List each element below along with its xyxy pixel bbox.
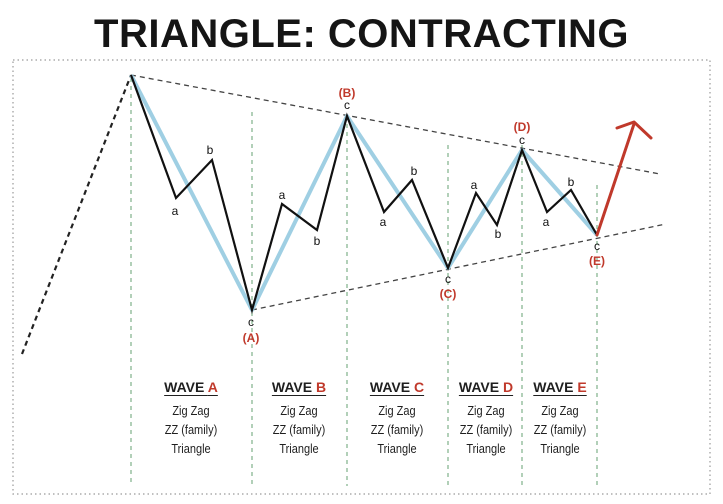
wave-dividers [130,78,598,486]
wave-label-c: (C) [440,287,457,301]
wave-type-line: ZZ (family) [459,423,513,437]
wave-type-line: Triangle [377,442,417,456]
wave-letter: A [207,379,218,395]
sub-label-c: c [445,272,451,286]
sub-label-a: a [380,215,387,229]
wave-label-a: (A) [243,331,260,345]
page-title: TRIANGLE: CONTRACTING [94,12,629,56]
sub-label-c: c [519,133,525,147]
sub-label-b: b [207,143,214,157]
sub-label-b: b [411,164,418,178]
sub-label-c: c [344,98,350,112]
wave-type-line: Zig Zag [378,404,416,418]
sub-label-c: c [248,315,254,329]
outer-border [12,59,711,495]
sub-label-b: b [568,175,575,189]
main-wave-line [129,74,599,312]
sub-label-a: a [543,215,550,229]
wave-type-line: Zig Zag [541,404,579,418]
sub-label-b: b [314,234,321,248]
sub-label-a: a [172,204,179,218]
wave-type-line: Zig Zag [467,404,505,418]
wave-column-c: WAVE C Zig Zag ZZ (family) Triangle [347,376,447,459]
wave-heading: WAVE A [164,379,218,395]
wave-type-line: Triangle [171,442,211,456]
wave-type-line: Triangle [466,442,506,456]
sub-label-a: a [471,178,478,192]
wave-type-line: ZZ (family) [164,423,218,437]
wave-label-b: (B) [339,86,356,100]
wave-column-d: WAVE D Zig Zag ZZ (family) Triangle [436,376,536,459]
wave-letter: D [502,379,514,395]
upper-trendline [130,74,661,175]
wave-type-line: Triangle [540,442,580,456]
sub-wave-line [129,74,598,315]
wave-heading: WAVE D [458,379,514,395]
wave-letter: E [577,379,587,395]
wave-label-d: (D) [514,120,531,134]
wave-type-line: ZZ (family) [272,423,326,437]
wave-heading: WAVE C [369,379,425,395]
sub-label-b: b [495,227,502,241]
wave-column-e: WAVE E Zig Zag ZZ (family) Triangle [510,376,610,459]
wave-label-e: (E) [589,254,605,268]
wave-column-a: WAVE A Zig Zag ZZ (family) Triangle [141,376,241,459]
wave-heading: WAVE B [271,379,327,395]
wave-heading: WAVE E [533,379,587,395]
wave-type-line: Zig Zag [172,404,210,418]
wave-type-line: ZZ (family) [533,423,587,437]
sub-label-a: a [279,188,286,202]
wave-type-line: Triangle [279,442,319,456]
sub-label-c: c [594,239,600,253]
wave-letter: B [315,379,327,395]
prior-trend-line [20,74,133,355]
wave-column-b: WAVE B Zig Zag ZZ (family) Triangle [249,376,349,459]
breakout-arrow-icon [595,120,653,237]
wave-type-line: ZZ (family) [370,423,424,437]
wave-letter: C [413,379,425,395]
lower-trendline [251,223,667,311]
wave-type-line: Zig Zag [280,404,318,418]
